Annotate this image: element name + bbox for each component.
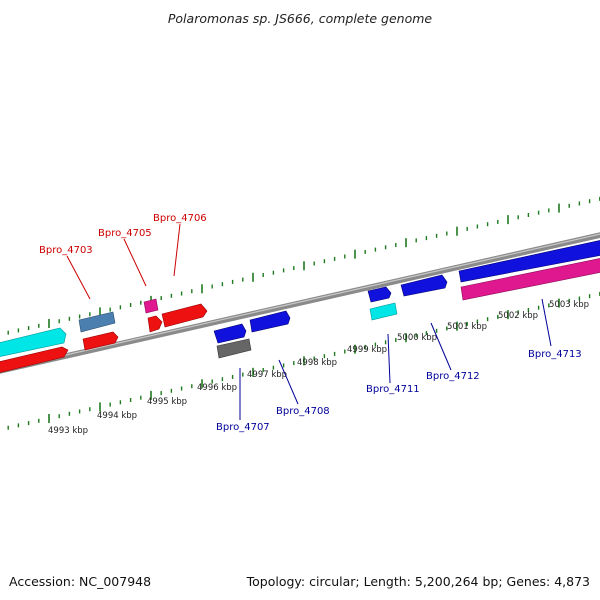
gene-arrow-red[interactable] [147, 315, 163, 333]
gene-arrow-steelblue[interactable] [78, 311, 116, 333]
gene-label-bpro-4711[interactable]: Bpro_4711 [366, 384, 420, 395]
gene-arrow-blue[interactable] [249, 310, 291, 333]
gene-arrow-blue[interactable] [367, 286, 392, 303]
gene-arrow-magenta[interactable] [143, 298, 159, 314]
accession-text: Accession: NC_007948 [9, 574, 152, 589]
scale-label: 5002 kbp [498, 311, 538, 321]
scale-label: 4993 kbp [48, 426, 88, 436]
topology-summary: Topology: circular; Length: 5,200,264 bp… [246, 574, 590, 589]
gene-arrow-blue[interactable] [458, 240, 600, 283]
gene-label-bpro-4708[interactable]: Bpro_4708 [276, 406, 330, 417]
gene-arrow-gray[interactable] [216, 338, 252, 359]
scale-label: 4996 kbp [197, 383, 237, 393]
gene-arrow-cyan[interactable] [0, 327, 67, 357]
gene-label-bpro-4703[interactable]: Bpro_4703 [39, 245, 93, 256]
scale-label: 4999 kbp [347, 345, 387, 355]
scale-label: 4994 kbp [97, 411, 137, 421]
scale-label: 4998 kbp [297, 358, 337, 368]
gene-features [0, 240, 600, 373]
scale-labels: 4993 kbp 4994 kbp 4995 kbp 4996 kbp 4997… [48, 300, 589, 436]
gene-label-bpro-4713[interactable]: Bpro_4713 [528, 349, 582, 360]
genome-backbone [0, 232, 600, 374]
gene-label-bpro-4707[interactable]: Bpro_4707 [216, 422, 270, 433]
gene-labels: Bpro_4703 Bpro_4705 Bpro_4706 Bpro_4707 … [39, 213, 582, 433]
inner-tick-track [7, 291, 600, 430]
genome-backbone-highlight [0, 233, 600, 371]
scale-label: 4997 kbp [247, 370, 287, 380]
label-leaders [66, 223, 552, 420]
gene-arrow-blue[interactable] [213, 323, 247, 344]
scale-label: 5000 kbp [397, 333, 437, 343]
scale-label: 5001 kbp [447, 322, 487, 332]
outer-tick-track [7, 196, 600, 335]
map-title: Polaromonas sp. JS666, complete genome [168, 11, 433, 26]
gene-arrow-red[interactable] [0, 346, 69, 373]
gene-arrow-red[interactable] [82, 331, 119, 351]
scale-label: 5003 kbp [549, 300, 589, 310]
scale-label: 4995 kbp [147, 397, 187, 407]
gene-arrow-red[interactable] [161, 303, 208, 328]
gene-label-bpro-4705[interactable]: Bpro_4705 [98, 228, 152, 239]
gene-arrow-magenta[interactable] [460, 258, 600, 301]
gene-label-bpro-4712[interactable]: Bpro_4712 [426, 371, 480, 382]
gene-arrow-cyan[interactable] [369, 302, 398, 321]
gene-arrow-blue[interactable] [400, 274, 448, 297]
gene-label-bpro-4706[interactable]: Bpro_4706 [153, 213, 207, 224]
